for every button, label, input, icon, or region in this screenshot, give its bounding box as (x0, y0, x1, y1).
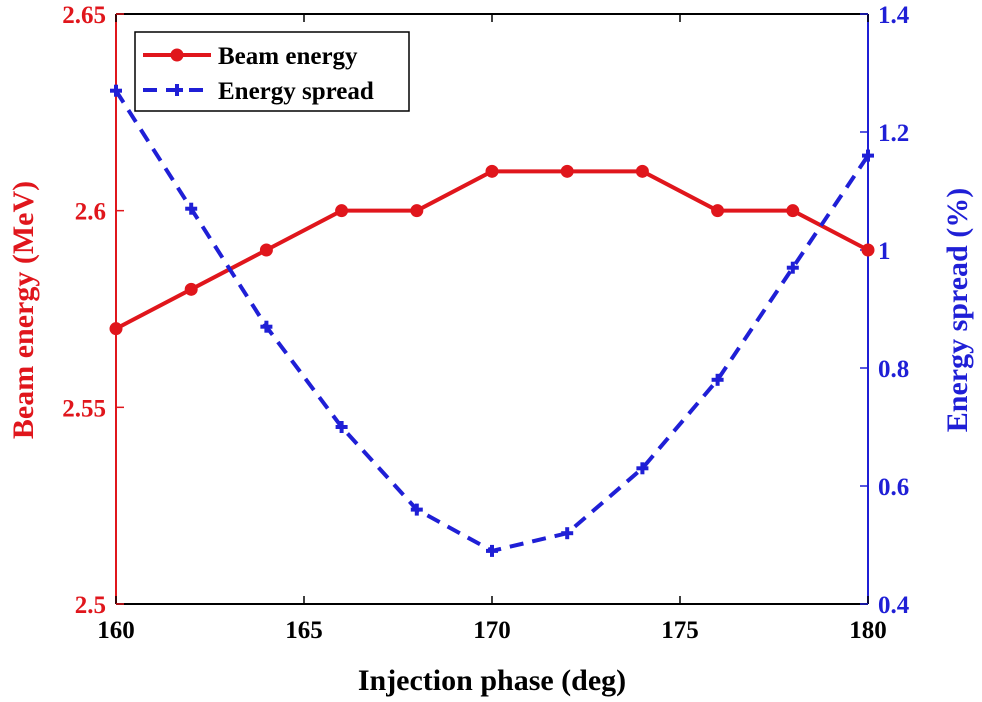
legend: Beam energy Energy spread (134, 31, 410, 112)
legend-marker-beam-energy (170, 48, 184, 62)
legend-label-beam-energy: Beam energy (218, 43, 358, 70)
right-tick-label: 1.4 (878, 2, 910, 29)
right-tick-label: 1.2 (878, 120, 909, 147)
left-tick-label: 2.55 (62, 395, 106, 422)
legend-box (134, 31, 410, 112)
energy-spread-point (335, 421, 348, 433)
energy-spread-point (862, 149, 874, 162)
energy-spread-point (260, 320, 273, 333)
left-tick-label: 2.5 (75, 592, 106, 619)
left-tick-label: 2.6 (75, 199, 106, 226)
right-tick-label: 0.8 (878, 356, 909, 383)
beam-energy-point (485, 164, 499, 178)
energy-spread-line (114, 89, 870, 553)
axes-layer: 160 165 170 175 180 2.5 2.55 2.6 2.65 0.4 0.6 0.8 1 1… (62, 2, 910, 644)
right-tick-label: 0.6 (878, 474, 909, 501)
beam-energy-point (635, 164, 649, 178)
beam-energy-point (410, 204, 424, 218)
beam-energy-point (560, 164, 574, 178)
beam-energy-point (184, 282, 198, 296)
left-tick-label: 2.65 (62, 2, 106, 29)
energy-spread-point (636, 462, 649, 475)
legend-label-energy-spread: Energy spread (218, 78, 374, 105)
x-tick-label: 180 (849, 617, 887, 644)
legend-marker-energy-spread (171, 84, 183, 96)
x-axis-label: Injection phase (deg) (358, 664, 626, 697)
energy-spread-point (486, 544, 498, 557)
beam-energy-point (335, 204, 349, 218)
beam-energy-point (861, 243, 875, 257)
right-axis-label: Energy spread (%) (941, 188, 974, 432)
right-tick-label: 0.4 (878, 592, 910, 619)
series-layer (109, 84, 875, 557)
x-tick-label: 170 (473, 617, 511, 644)
left-axis-label: Beam energy (MeV) (7, 181, 40, 439)
energy-spread-point (786, 261, 799, 274)
beam-energy-point (786, 204, 800, 218)
energy-spread-point (410, 503, 423, 516)
energy-spread-point (110, 84, 122, 97)
x-tick-label: 160 (97, 617, 135, 644)
energy-spread-point (185, 202, 198, 215)
beam-energy-point (109, 322, 123, 336)
beam-energy-line (115, 169, 869, 331)
x-tick-label: 165 (285, 617, 323, 644)
x-tick-label: 175 (661, 617, 699, 644)
beam-energy-point (711, 204, 725, 218)
energy-spread-point (711, 373, 724, 386)
right-tick-label: 1 (878, 238, 891, 265)
energy-spread-point (561, 527, 574, 540)
beam-energy-point (259, 243, 273, 257)
